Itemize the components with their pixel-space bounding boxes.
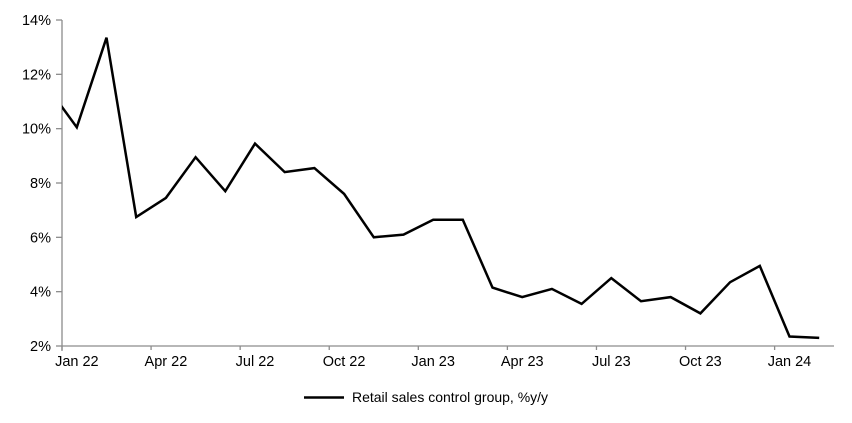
x-axis-tick-label: Apr 22 [145,354,188,370]
y-axis-tick-label: 14% [22,13,51,29]
x-axis-tick-label: Apr 23 [501,354,544,370]
y-axis-tick-label: 4% [30,285,51,301]
y-axis-tick-label: 2% [30,339,51,355]
x-axis-tick-label: Jul 22 [236,354,275,370]
x-axis-tick-label: Jan 22 [55,354,99,370]
x-axis-tick-label: Jul 23 [592,354,631,370]
x-axis-tick-label: Jan 23 [411,354,455,370]
series-line-retail-sales-control-group [62,37,820,340]
legend-line-swatch [303,395,344,399]
legend-label: Retail sales control group, %y/y [351,389,549,405]
y-axis-tick-label: 8% [30,176,51,192]
y-axis-tick-label: 12% [22,67,51,83]
x-axis-tick-label: Oct 23 [679,354,722,370]
y-axis-tick-label: 6% [30,230,51,246]
y-axis-tick-label: 10% [22,122,51,138]
x-axis-tick-label: Jan 24 [768,354,812,370]
chart-legend: Retail sales control group, %y/y [0,389,852,405]
x-axis-tick-label: Oct 22 [323,354,366,370]
